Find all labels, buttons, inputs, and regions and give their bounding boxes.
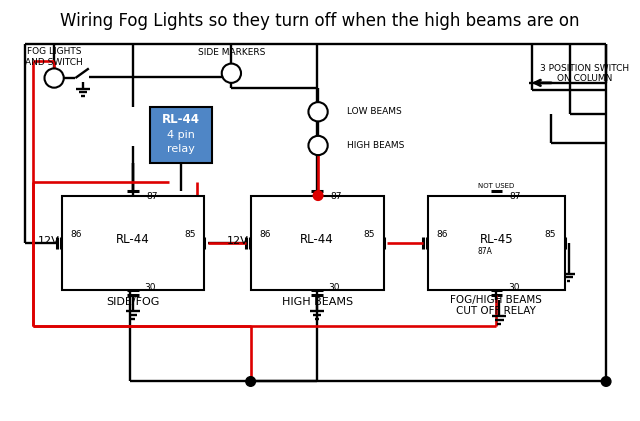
Bar [62,196,204,290]
Circle shape [313,191,323,200]
Text: 3 POSITION SWITCH
ON COLUMN: 3 POSITION SWITCH ON COLUMN [540,64,630,83]
Text: 85: 85 [545,229,556,239]
Text: 87: 87 [147,192,158,201]
Text: 85: 85 [184,229,196,239]
Circle shape [308,102,328,121]
Text: relay: relay [167,144,195,155]
Text: 30: 30 [508,282,519,292]
Text: 85: 85 [364,229,375,239]
Text: 12V: 12V [227,236,249,246]
Bar [150,107,212,163]
Text: FOG/HIGH BEAMS
CUT OFF RELAY: FOG/HIGH BEAMS CUT OFF RELAY [451,295,542,316]
Text: 12V: 12V [38,236,60,246]
Text: 30: 30 [145,282,156,292]
Circle shape [246,377,255,386]
Text: 86: 86 [70,229,82,239]
Circle shape [308,136,328,155]
Text: 86: 86 [259,229,271,239]
Text: RL-44: RL-44 [300,233,334,246]
Text: 30: 30 [329,282,340,292]
Text: 4 pin: 4 pin [167,130,195,140]
Text: RL-44: RL-44 [116,233,150,246]
Text: HIGH BEAMS: HIGH BEAMS [282,298,353,307]
Text: 87A: 87A [478,247,493,256]
Circle shape [45,69,64,88]
Text: SIDE/FOG: SIDE/FOG [106,298,160,307]
Text: 86: 86 [436,229,448,239]
Bar [251,196,383,290]
Text: Wiring Fog Lights so they turn off when the high beams are on: Wiring Fog Lights so they turn off when … [60,12,580,30]
Bar [428,196,564,290]
Text: 87: 87 [510,192,521,201]
Text: 87: 87 [331,192,342,201]
Text: HIGH BEAMS: HIGH BEAMS [347,141,404,150]
Circle shape [221,64,241,83]
Text: SIDE MARKERS: SIDE MARKERS [198,48,265,56]
Text: LOW BEAMS: LOW BEAMS [347,107,402,116]
Text: NOT USED: NOT USED [478,183,515,189]
Circle shape [601,377,611,386]
Text: RL-45: RL-45 [479,233,513,246]
Text: RL-44: RL-44 [163,113,200,126]
Text: FOG LIGHTS
AND SWITCH: FOG LIGHTS AND SWITCH [25,47,83,67]
